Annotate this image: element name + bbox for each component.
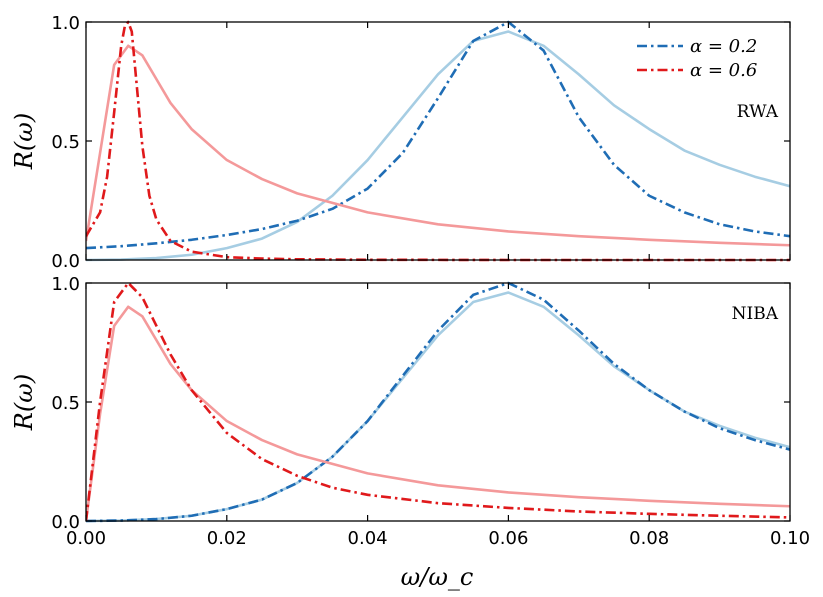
y-axis-label: R(ω): [10, 113, 38, 170]
panel-label: NIBA: [732, 304, 779, 324]
x-tick-label: 0.10: [770, 528, 810, 549]
y-tick-label: 1.0: [51, 13, 80, 34]
x-axis-label: ω/ω_c: [401, 563, 474, 591]
x-tick-label: 0.02: [207, 528, 247, 549]
x-tick-label: 0.06: [488, 528, 528, 549]
x-axis-ticks: 0.00 0.02 0.04 0.06 0.08 0.10: [66, 528, 810, 549]
y-tick-label: 0.0: [51, 251, 80, 272]
series-line--0-2-approx: [86, 20, 790, 250]
series-line--0-6-exact: [86, 44, 790, 247]
panel-label: RWA: [737, 102, 779, 122]
y-tick-label: 1.0: [51, 274, 80, 295]
y-tick-label: 0.0: [51, 512, 80, 533]
series-line--0-6-exact: [86, 305, 790, 522]
x-tick-label: 0.04: [348, 528, 388, 549]
y-tick-label: 0.5: [51, 393, 80, 414]
legend: α = 0.2 α = 0.6: [637, 36, 757, 81]
series-line--0-2-exact: [86, 291, 790, 523]
series-line--0-2-exact: [86, 30, 790, 262]
y-tick-label: 0.5: [51, 132, 80, 153]
series-line--0-2-approx: [86, 281, 790, 523]
x-tick-label: 0.08: [629, 528, 669, 549]
legend-label: α = 0.2: [690, 36, 757, 57]
legend-label: α = 0.6: [690, 60, 757, 81]
panel-niba: 0.0 0.5 1.0 R(ω) NIBA: [10, 274, 791, 533]
x-tick-label: 0.00: [66, 528, 106, 549]
y-axis-label: R(ω): [10, 374, 38, 431]
panel-rwa: 0.0 0.5 1.0 R(ω) RWA: [10, 13, 791, 272]
